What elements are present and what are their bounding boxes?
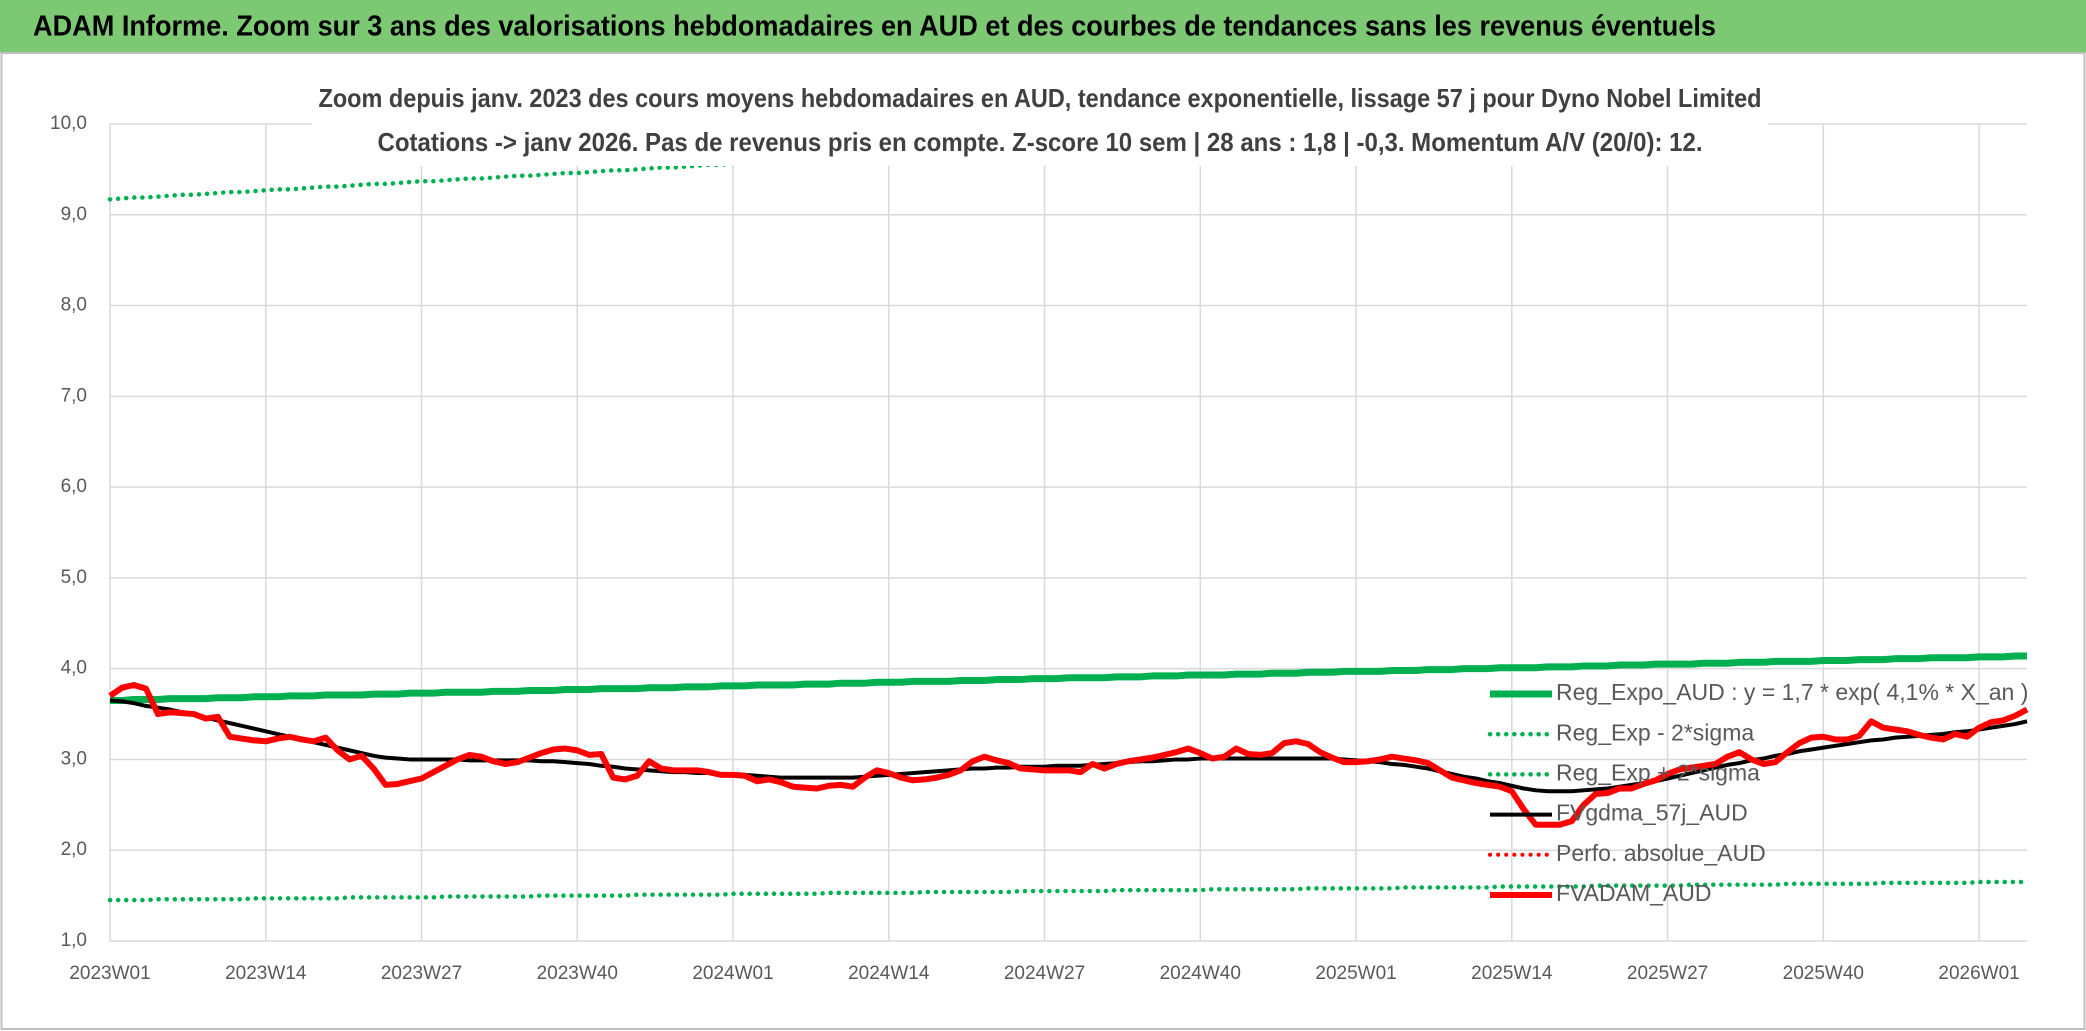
series-layer xyxy=(107,120,2030,903)
legend-label: Reg_Exp - 2*sigma xyxy=(1556,719,1754,745)
axes: 1,0 2,0 3,0 4,0 5,0 6,0 7,0 8,0 9,0 10,0 2023W01 20… xyxy=(50,113,2020,984)
title-box xyxy=(312,82,1768,166)
chart-frame xyxy=(0,52,2086,1030)
x-tick-label: 2024W27 xyxy=(1004,963,1085,984)
legend-label: Perfo. absolue_AUD xyxy=(1556,840,1766,866)
grid xyxy=(109,123,2027,942)
legend-label: FVADAM_AUD xyxy=(1556,880,1712,906)
x-tick-label: 2024W01 xyxy=(692,963,773,984)
y-tick-label: 8,0 xyxy=(61,295,87,316)
x-tick-label: 2025W01 xyxy=(1315,963,1396,984)
legend-label: FVgdma_57j_AUD xyxy=(1556,800,1748,826)
y-tick-label: 2,0 xyxy=(61,839,87,860)
y-tick-label: 9,0 xyxy=(61,204,87,225)
y-tick-label: 3,0 xyxy=(61,748,87,769)
y-tick-label: 7,0 xyxy=(61,385,87,406)
banner-bar xyxy=(0,0,2086,53)
y-tick-label: 6,0 xyxy=(61,476,87,497)
x-tick-label: 2025W40 xyxy=(1783,963,1864,984)
y-tick-label: 4,0 xyxy=(61,658,87,679)
x-tick-label: 2023W14 xyxy=(225,963,307,984)
y-tick-label: 5,0 xyxy=(61,567,87,588)
y-tick-label: 10,0 xyxy=(50,113,87,134)
legend-label: Reg_Exp + 2*sigma xyxy=(1556,759,1760,785)
series-line xyxy=(108,682,2029,828)
x-tick-label: 2024W14 xyxy=(848,963,930,984)
x-tick-label: 2024W40 xyxy=(1160,963,1241,984)
series-line xyxy=(109,698,2028,794)
x-tick-label: 2026W01 xyxy=(1938,963,2019,984)
x-tick-label: 2025W27 xyxy=(1627,963,1708,984)
y-tick-label: 1,0 xyxy=(61,930,87,951)
x-tick-label: 2023W40 xyxy=(537,963,618,984)
x-tick-label: 2023W01 xyxy=(69,963,150,984)
banner-title: ADAM Informe. Zoom sur 3 ans des valoris… xyxy=(33,11,1716,43)
chart-subtitle: Cotations -> janv 2026. Pas de revenus p… xyxy=(378,127,1703,157)
legend: Reg_Expo_AUD : y = 1,7 * exp( 4,1% * X_a… xyxy=(1487,679,2028,906)
x-tick-label: 2023W27 xyxy=(381,963,462,984)
series-line xyxy=(110,652,2027,704)
x-tick-label: 2025W14 xyxy=(1471,963,1553,984)
legend-label: Reg_Expo_AUD : y = 1,7 * exp( 4,1% * X_a… xyxy=(1556,679,2028,705)
chart-title: Zoom depuis janv. 2023 des cours moyens … xyxy=(319,83,1762,113)
